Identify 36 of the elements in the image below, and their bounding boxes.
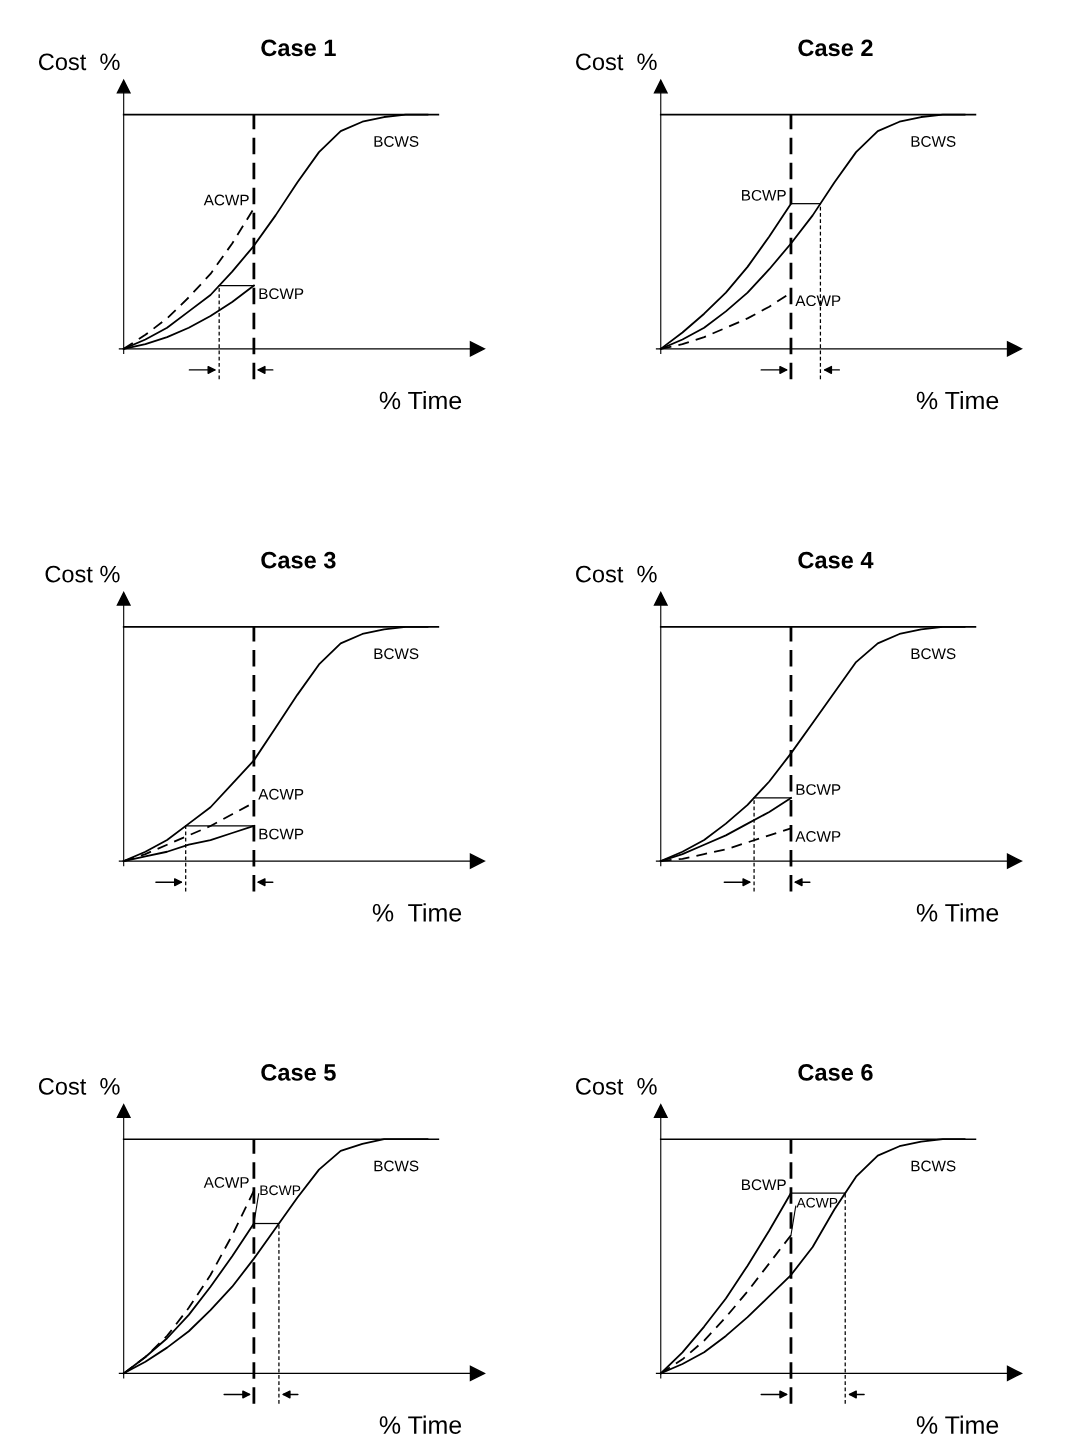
series-label: ACWP — [795, 830, 841, 842]
series-label: BCWS — [374, 1160, 419, 1172]
y-axis-title: Cost % — [38, 1078, 120, 1095]
text: ACWP — [796, 1197, 838, 1208]
chart-title: Case 5 — [261, 1064, 336, 1081]
legend-label: BCWP — [742, 189, 786, 201]
y-axis-title: Cost % — [576, 53, 657, 71]
x-axis-title: % Time — [916, 903, 999, 922]
legend-label: BCWP — [742, 1179, 786, 1191]
series-label: ACWP — [795, 295, 841, 307]
chart-title: Case 2 — [798, 39, 873, 57]
legend-label: BCWP — [259, 828, 304, 840]
y-axis-title: Cost % — [576, 565, 657, 583]
chart-title: Case 1 — [261, 39, 336, 57]
y-axis-title: Cost % — [38, 53, 120, 71]
series-label: BCWS — [374, 648, 419, 660]
x-axis-title: % Time — [379, 1415, 462, 1434]
series-label: BCWS — [374, 136, 419, 147]
x-axis-title: % Time — [916, 1415, 999, 1434]
series-label: BCWS — [911, 136, 956, 147]
x-axis-title: % Time — [379, 391, 462, 410]
series-label: ACWP — [258, 788, 304, 800]
chart-title: Case 6 — [798, 1064, 873, 1081]
series-label: ACWP — [203, 1176, 249, 1188]
y-axis-title: Cost % — [576, 1078, 657, 1095]
series-label: BCWS — [911, 648, 956, 660]
chart-title: Case 4 — [798, 551, 874, 569]
legend-label: BCWP — [259, 288, 304, 300]
chart-title: Case 3 — [261, 551, 336, 569]
series-label: BCWS — [911, 1160, 956, 1172]
legend-label: BCWP — [796, 784, 841, 795]
x-axis-title: % Time — [372, 903, 462, 922]
text: BCWP — [260, 1185, 301, 1196]
x-axis-title: % Time — [916, 391, 999, 410]
series-label: ACWP — [203, 194, 249, 206]
y-axis-title: Cost % — [45, 565, 120, 583]
